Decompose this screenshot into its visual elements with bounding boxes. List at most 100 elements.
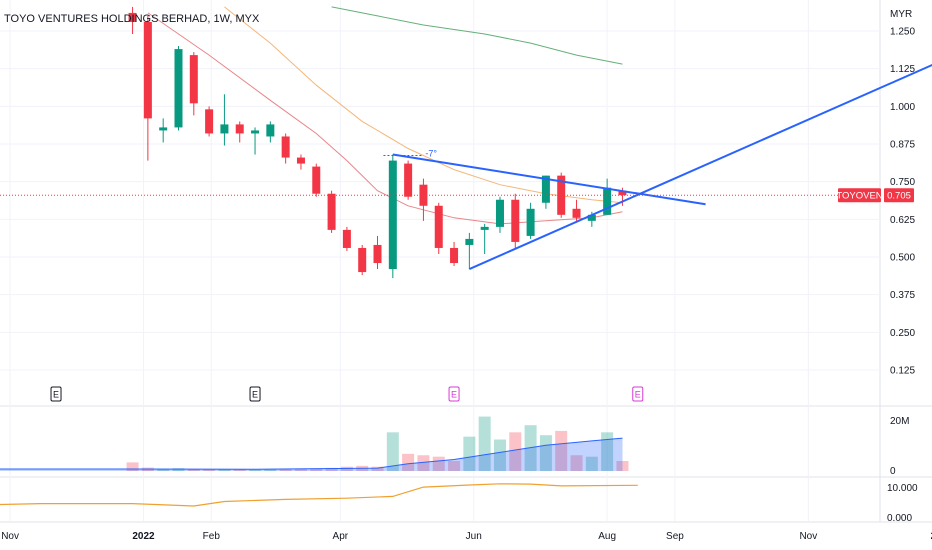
earnings-marker-box: [249, 386, 261, 402]
price-axis[interactable]: 1.250 1.125 1.000 0.875 0.750 0.625 0.500 0.375…: [836, 27, 918, 525]
trendline: [468, 63, 932, 270]
earnings-marker[interactable]: E: [249, 386, 261, 402]
volume-bar: [218, 469, 231, 471]
candle: [450, 241, 459, 267]
candle: [189, 52, 198, 116]
volume-bar: [187, 469, 200, 471]
volume-bar: [417, 455, 430, 471]
candle: [495, 196, 504, 233]
candle-body: [128, 12, 137, 22]
earnings-marker-label: E: [451, 390, 457, 400]
candle: [235, 121, 244, 143]
candle: [220, 94, 229, 146]
candle-body: [603, 187, 612, 215]
volume-bar: [555, 430, 568, 471]
earnings-marker[interactable]: E: [448, 386, 460, 402]
candle-body: [327, 193, 336, 230]
volume-ma-area: [0, 438, 623, 471]
candle: [572, 199, 581, 221]
earnings-marker-label: E: [635, 390, 641, 400]
date-tick-label: Apr: [333, 531, 349, 542]
candle-body: [174, 49, 183, 128]
volume-ma-line: [0, 437, 623, 470]
volume-tick-label: 20M: [890, 416, 909, 427]
candle-body: [404, 163, 413, 197]
candle-body: [572, 208, 581, 218]
volume-bar: [616, 460, 629, 471]
volume-bar: [448, 460, 461, 471]
volume-tick-label: 0: [890, 466, 896, 477]
volume-bar: [478, 416, 491, 471]
moving-average-line: [331, 6, 623, 65]
earnings-marker-box: [448, 386, 460, 402]
candle-body: [511, 199, 520, 242]
symbol-tag-label: TOYOVEN: [836, 191, 882, 202]
candle: [251, 127, 260, 155]
date-tick-label: Jun: [466, 531, 482, 542]
candle-body: [526, 208, 535, 236]
volume-bar: [509, 432, 522, 471]
volume-bar: [203, 469, 216, 471]
indicator-pane[interactable]: [0, 483, 638, 507]
candle-body: [434, 205, 443, 248]
earnings-marker-label: E: [53, 390, 59, 400]
candle: [541, 175, 550, 209]
date-tick-label: 2022: [132, 531, 155, 542]
angle-label: -7°: [425, 149, 437, 159]
date-axis[interactable]: Nov2022FebAprJunAugSepNov2023Feb: [1, 531, 932, 542]
candle-body: [205, 109, 214, 134]
last-price-tag: [884, 188, 914, 203]
candle-body: [388, 160, 397, 270]
candle: [327, 190, 336, 233]
indicator-line: [0, 483, 638, 507]
date-tick-label: Feb: [203, 531, 221, 542]
price-tick-label: 0.875: [890, 140, 915, 151]
candle-body: [143, 21, 152, 119]
candle-body: [618, 190, 627, 196]
volume-pane[interactable]: [0, 416, 629, 471]
last-price-label: 0.705: [887, 191, 911, 202]
candle-body: [220, 124, 229, 134]
volume-bar: [463, 436, 476, 471]
price-tick-label: 1.125: [890, 64, 915, 75]
volume-bar: [157, 468, 170, 471]
candle: [174, 46, 183, 131]
candle-body: [296, 157, 305, 164]
candle-body: [358, 247, 367, 273]
candle: [526, 202, 535, 239]
price-pane[interactable]: -7° E E E E: [0, 4, 932, 402]
volume-bar: [371, 466, 384, 471]
volume-bar: [233, 469, 246, 471]
earnings-marker[interactable]: E: [50, 386, 62, 402]
volume-bar: [325, 467, 338, 471]
candle: [159, 118, 168, 143]
candle-body: [251, 130, 260, 134]
moving-average-line: [147, 12, 623, 225]
candle-body: [281, 136, 290, 158]
indicator-tick-label: 0.000: [887, 513, 912, 524]
currency-label: MYR: [890, 9, 912, 20]
volume-bar: [294, 468, 307, 471]
volume-bar: [539, 435, 552, 471]
earnings-marker[interactable]: E: [632, 386, 644, 402]
price-tick-label: 0.500: [890, 253, 915, 264]
symbol-tag: [838, 188, 881, 203]
date-tick-label: Nov: [799, 531, 817, 542]
indicator-tick-label: 10.000: [887, 483, 918, 494]
candle-body: [342, 229, 351, 248]
volume-bar: [249, 469, 262, 471]
candle: [358, 244, 367, 276]
candle: [404, 160, 413, 200]
date-tick-label: 2023: [931, 531, 932, 542]
date-tick-label: Nov: [1, 531, 19, 542]
candle-body: [450, 247, 459, 264]
candle: [419, 178, 428, 221]
candle: [388, 154, 397, 279]
candle-body: [465, 238, 474, 245]
candle-body: [189, 55, 198, 104]
candle-body: [266, 124, 275, 137]
candle: [511, 193, 520, 248]
volume-bar: [279, 469, 292, 471]
candle-body: [541, 175, 550, 203]
